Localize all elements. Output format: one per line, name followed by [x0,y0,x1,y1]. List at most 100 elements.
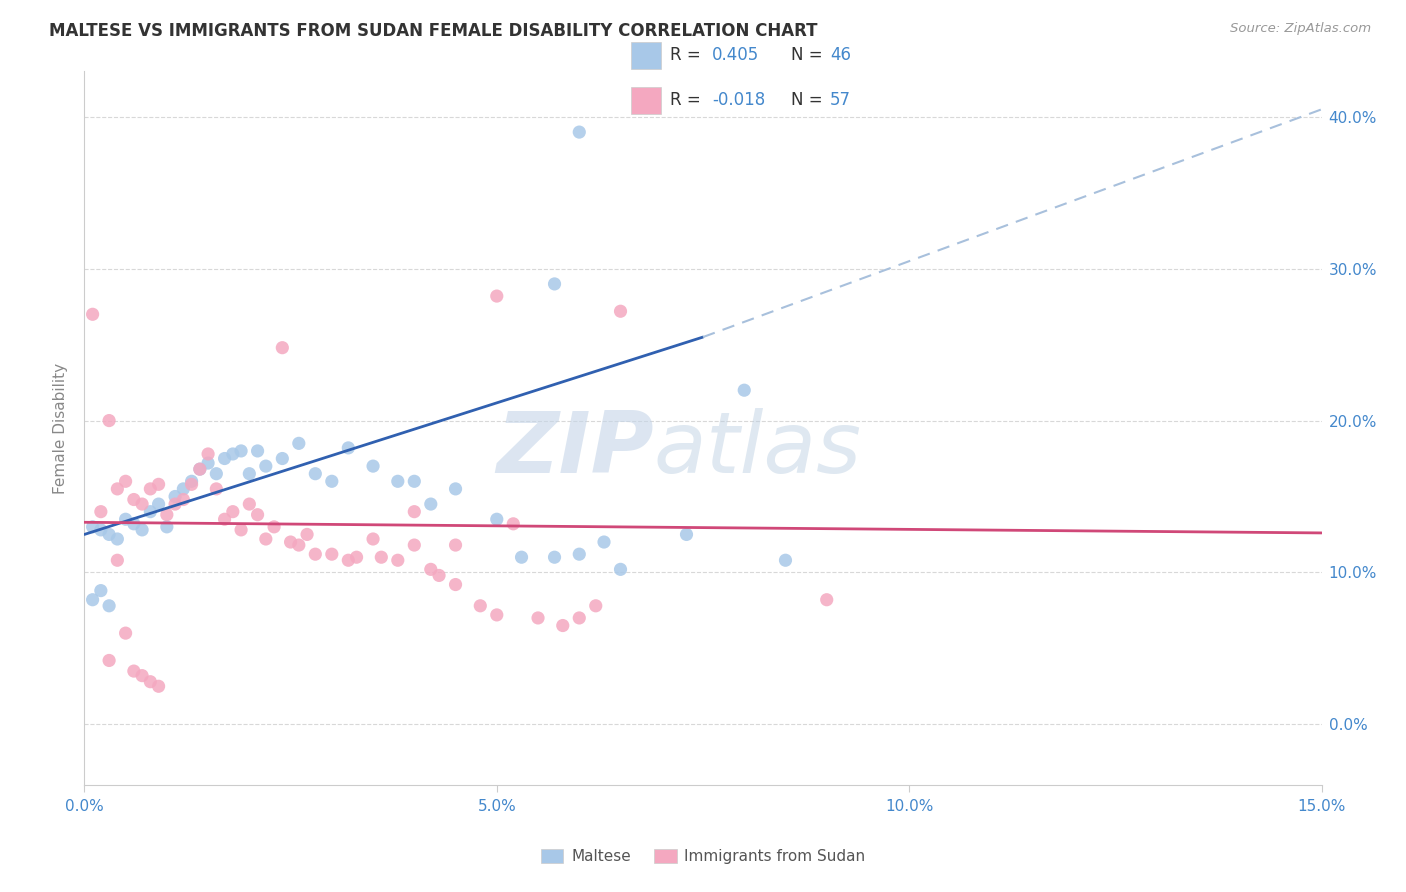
Point [815,592,838,607]
Point [361,532,384,546]
Point [419,497,441,511]
Point [122,492,145,507]
Text: 46: 46 [830,45,851,63]
Point [131,523,153,537]
Point [105,553,128,567]
Text: -0.018: -0.018 [713,91,766,109]
Point [543,550,565,565]
Point [205,482,228,496]
Point [188,462,211,476]
Point [82,520,104,534]
Point [188,462,211,476]
Point [585,599,607,613]
Point [444,538,467,552]
Point [98,653,121,667]
Point [82,592,104,607]
Y-axis label: Female Disability: Female Disability [53,362,69,494]
Text: N =: N = [792,91,823,109]
Text: R =: R = [671,45,700,63]
Point [131,668,153,682]
Point [156,520,179,534]
Point [90,523,112,537]
Legend: Maltese, Immigrants from Sudan: Maltese, Immigrants from Sudan [534,843,872,870]
Point [180,477,202,491]
Point [139,674,162,689]
Point [105,532,128,546]
Point [197,447,219,461]
Point [90,505,112,519]
Point [543,277,565,291]
FancyBboxPatch shape [631,43,661,69]
Point [510,550,533,565]
Point [404,538,426,552]
Point [222,447,245,461]
Point [165,497,187,511]
Point [238,497,260,511]
Point [404,505,426,519]
Point [229,444,252,458]
Point [485,607,508,622]
Point [551,618,574,632]
Point [387,553,409,567]
Text: atlas: atlas [654,408,862,491]
Point [205,467,228,481]
Point [254,532,277,546]
Point [346,550,368,565]
Point [361,459,384,474]
Point [156,508,179,522]
Point [470,599,492,613]
Point [229,523,252,537]
Text: R =: R = [671,91,700,109]
Point [321,475,343,489]
Point [148,497,170,511]
Point [238,467,260,481]
Point [214,451,236,466]
Point [180,475,202,489]
Point [593,535,616,549]
Text: 57: 57 [830,91,851,109]
Point [122,664,145,678]
Point [485,289,508,303]
Text: 0.405: 0.405 [713,45,759,63]
Point [427,568,450,582]
Point [148,679,170,693]
Point [105,482,128,496]
Point [131,497,153,511]
Point [90,583,112,598]
Point [254,459,277,474]
Point [404,475,426,489]
Point [337,441,360,455]
Text: MALTESE VS IMMIGRANTS FROM SUDAN FEMALE DISABILITY CORRELATION CHART: MALTESE VS IMMIGRANTS FROM SUDAN FEMALE … [49,22,818,40]
Point [98,413,121,427]
Point [675,527,697,541]
Point [304,467,326,481]
Point [246,444,269,458]
Point [148,477,170,491]
Point [114,626,136,640]
Point [444,577,467,591]
Point [502,516,524,531]
Point [114,475,136,489]
Point [370,550,392,565]
Point [246,508,269,522]
Point [733,383,755,397]
Text: ZIP: ZIP [496,408,654,491]
Point [288,538,311,552]
Point [295,527,318,541]
Point [321,547,343,561]
Point [609,304,631,318]
Point [387,475,409,489]
Point [527,611,550,625]
Point [568,611,591,625]
Point [304,547,326,561]
Point [98,599,121,613]
Point [122,516,145,531]
Point [214,512,236,526]
Point [114,512,136,526]
Point [197,456,219,470]
Text: Source: ZipAtlas.com: Source: ZipAtlas.com [1230,22,1371,36]
Point [139,505,162,519]
Point [172,492,194,507]
Point [139,482,162,496]
Point [222,505,245,519]
